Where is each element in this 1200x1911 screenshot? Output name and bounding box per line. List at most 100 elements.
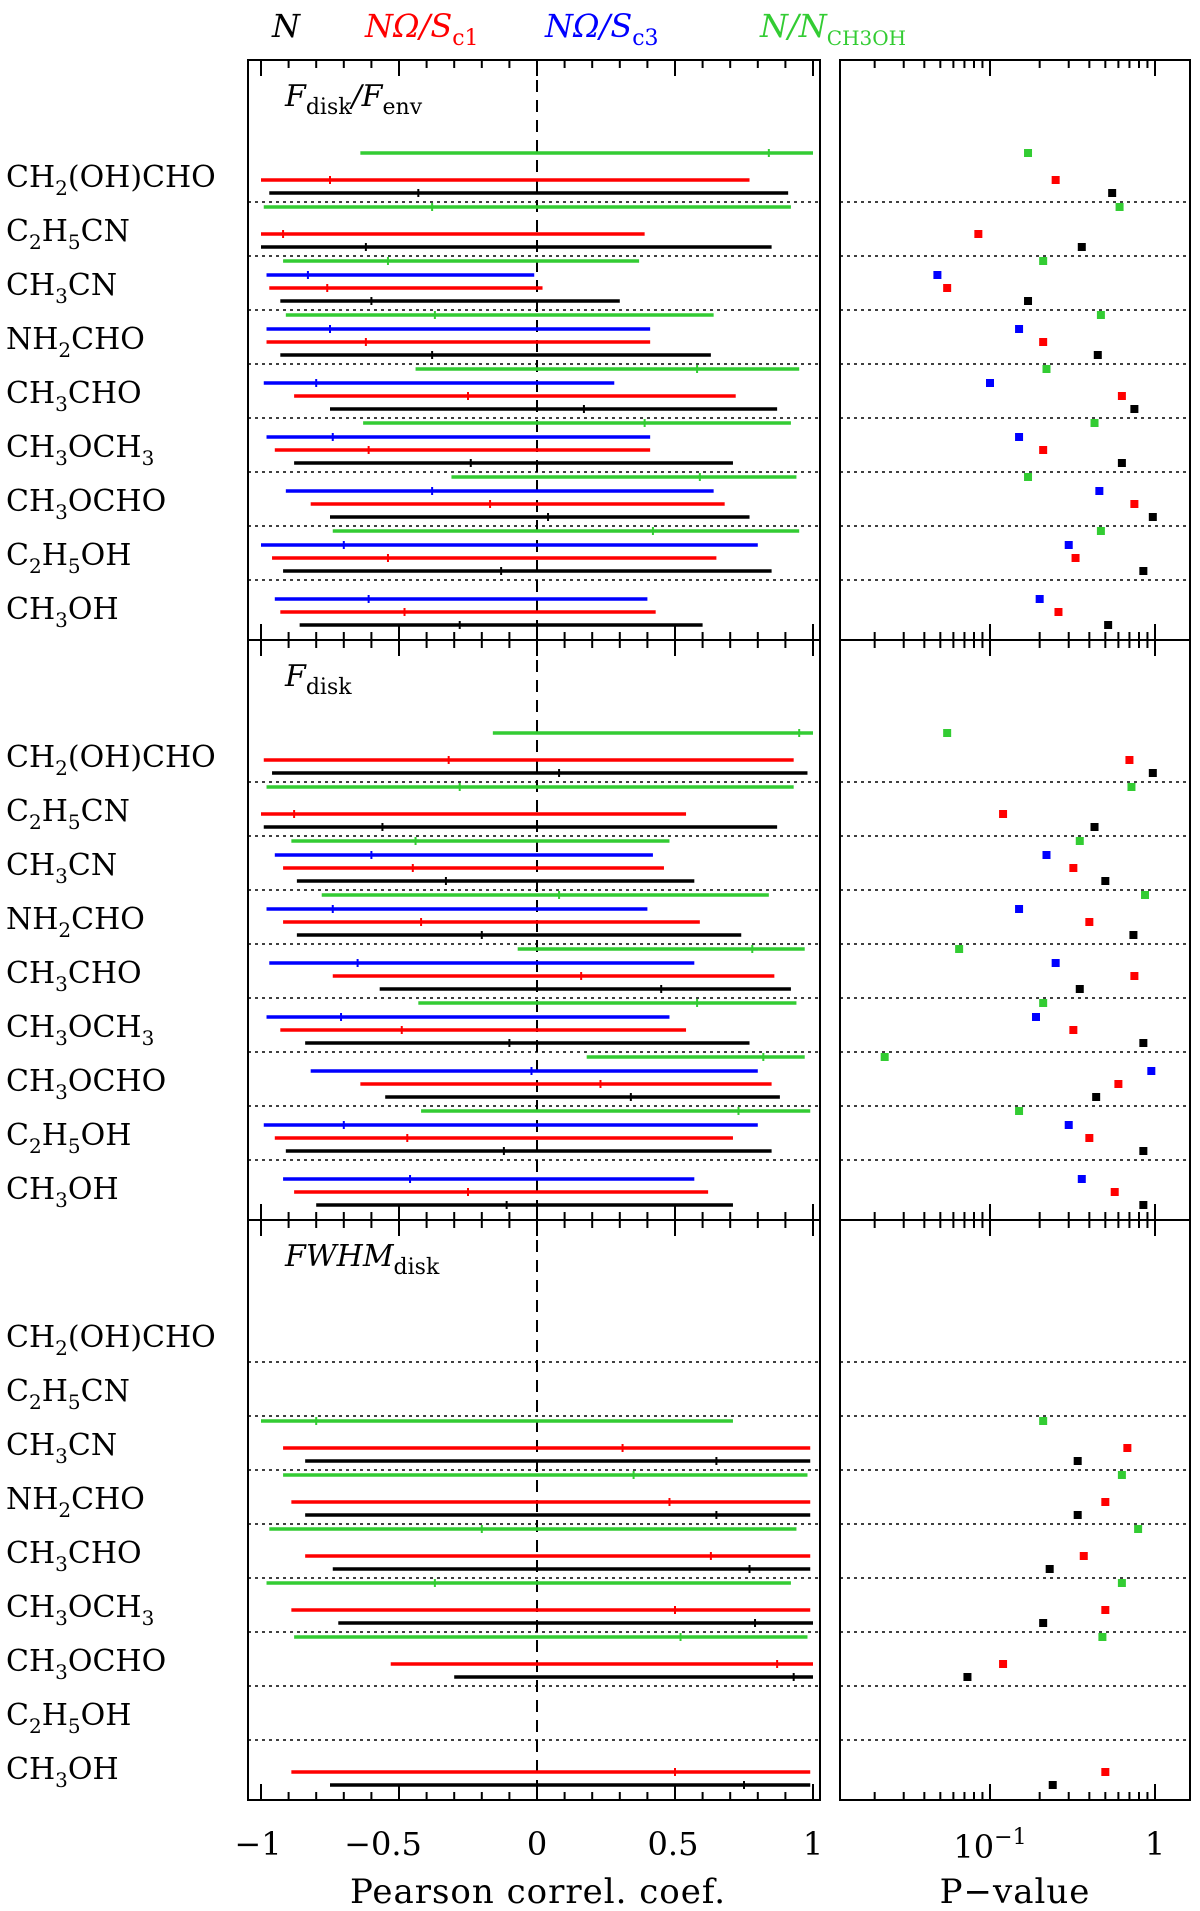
pvalue-marker-NOmegaSc3 <box>1095 487 1104 495</box>
pvalue-marker-N <box>1073 1457 1082 1465</box>
molecule-label-text: CH <box>6 430 55 465</box>
row-separators <box>248 60 1190 1800</box>
molecule-label: CH3OH <box>6 1752 119 1792</box>
molecule-label-subscript: 2 <box>55 756 68 780</box>
molecule-label: CH3CN <box>6 268 117 308</box>
molecule-label-subscript: 2 <box>55 176 68 200</box>
molecule-label-text: (OH)CHO <box>68 740 216 775</box>
legend-nnch3oh-entry: N/NCH3OH <box>759 7 906 50</box>
molecule-label-subscript: 5 <box>68 1714 81 1738</box>
molecule-label: CH3OCH3 <box>6 1010 154 1050</box>
legend-nomega-sc1-label: NΩ/S <box>364 7 452 45</box>
pvalue-marker-N <box>1045 1565 1054 1573</box>
pvalue-marker-NOmegaSc3 <box>1077 1175 1086 1183</box>
pvalue-marker-N <box>1117 459 1126 467</box>
data-marks <box>261 149 1157 1789</box>
molecule-label-text: CH <box>6 848 55 883</box>
pvalue-marker-NNCH3OH <box>943 729 952 737</box>
panel-label-main: F <box>284 79 307 114</box>
molecule-label-subscript: 3 <box>55 972 68 996</box>
molecule-label-text: CHO <box>68 1536 142 1571</box>
molecule-label-text: CHO <box>71 322 145 357</box>
molecule-label-text: CHO <box>68 956 142 991</box>
molecule-label-subscript: 3 <box>55 284 68 308</box>
molecule-label-subscript: 3 <box>55 1552 68 1576</box>
molecule-label-text: CN <box>81 1374 130 1409</box>
molecule-label-subscript: 5 <box>68 554 81 578</box>
pvalue-marker-NNCH3OH <box>1075 837 1084 845</box>
molecule-label-text: H <box>42 1118 68 1153</box>
molecule-label-text: CH <box>6 1010 55 1045</box>
molecule-label-text: CH <box>6 592 55 627</box>
molecule-label-text: CH <box>6 1064 55 1099</box>
pvalue-marker-NOmegaSc1 <box>1101 1498 1110 1506</box>
molecule-label: C2H5OH <box>6 1698 131 1738</box>
legend-n-entry: N <box>271 7 301 45</box>
molecule-label-text: OH <box>68 1172 119 1207</box>
molecule-label-subscript: 2 <box>29 1390 42 1414</box>
molecule-label-text: CH <box>6 376 55 411</box>
pvalue-marker-NNCH3OH <box>1134 1525 1143 1533</box>
pvalue-marker-NOmegaSc1 <box>1085 1134 1094 1142</box>
molecule-label-text: CH <box>6 1536 55 1571</box>
molecule-label-text: NH <box>6 1482 58 1517</box>
molecule-label-text: OCH <box>68 1590 142 1625</box>
pvalue-marker-N <box>1048 1781 1057 1789</box>
molecule-label-text: CH <box>6 1320 55 1355</box>
pvalue-marker-NOmegaSc3 <box>1015 433 1024 441</box>
legend-nomega-sc3-label: NΩ/S <box>544 7 632 45</box>
molecule-label-subscript: 2 <box>58 1498 71 1522</box>
x-axis-title-right: P−value <box>940 1872 1091 1911</box>
xtick-label-tenth-base: 10 <box>953 1828 994 1866</box>
molecule-label: CH3OCHO <box>6 1644 166 1684</box>
molecule-label: NH2CHO <box>6 902 145 942</box>
molecule-label-text: C <box>6 214 29 249</box>
molecule-label-text: CN <box>68 1428 117 1463</box>
molecule-label-subscript: 2 <box>29 1714 42 1738</box>
pvalue-marker-N <box>1077 243 1086 251</box>
pvalue-marker-NOmegaSc3 <box>1015 325 1024 333</box>
molecule-label-text: C <box>6 538 29 573</box>
pvalue-marker-NOmegaSc1 <box>943 284 952 292</box>
xtick-label-one: 1 <box>1145 1825 1165 1863</box>
molecule-label-text: CH <box>6 1590 55 1625</box>
molecule-label: C2H5CN <box>6 214 130 254</box>
molecule-label-text: CHO <box>71 902 145 937</box>
molecule-label-text: NH <box>6 322 58 357</box>
panel-label-1: Fdisk <box>284 659 352 700</box>
molecule-label: C2H5OH <box>6 1118 131 1158</box>
molecule-label: C2H5OH <box>6 538 131 578</box>
pvalue-marker-NNCH3OH <box>1098 1633 1107 1641</box>
pvalue-marker-NOmegaSc3 <box>1035 595 1044 603</box>
molecule-label-text: H <box>42 1698 68 1733</box>
right-panel-frame <box>839 59 1191 1801</box>
pvalue-marker-N <box>963 1673 972 1681</box>
molecule-label-text: C <box>6 1374 29 1409</box>
molecule-label-text: CH <box>6 740 55 775</box>
pvalue-marker-NOmegaSc1 <box>1130 972 1139 980</box>
molecule-label-text: CN <box>81 214 130 249</box>
molecule-label: CH3OCHO <box>6 484 166 524</box>
molecule-label: CH3OH <box>6 592 119 632</box>
molecule-label-subscript: 2 <box>29 1134 42 1158</box>
molecule-label-text: OH <box>81 1698 132 1733</box>
molecule-label: CH2(OH)CHO <box>6 740 216 780</box>
pvalue-marker-NOmegaSc3 <box>1147 1067 1156 1075</box>
molecule-label-subscript: 3 <box>55 1660 68 1684</box>
molecule-label-subscript: 3 <box>55 864 68 888</box>
pvalue-marker-NNCH3OH <box>1096 311 1105 319</box>
left-panel-frame <box>247 59 821 1801</box>
panel-label-main: F <box>284 659 307 694</box>
molecule-label-text: CH <box>6 1172 55 1207</box>
molecule-label-subscript: 3 <box>55 500 68 524</box>
legend-nomega-sc3-entry: NΩ/Sc3 <box>544 7 659 51</box>
xtick-label-neg0p5: −0.5 <box>344 1825 422 1863</box>
pvalue-marker-NOmegaSc1 <box>999 1660 1008 1668</box>
molecule-label-text: CHO <box>68 376 142 411</box>
x-axis-title-left: Pearson correl. coef. <box>350 1872 726 1911</box>
molecule-label-text: CH <box>6 956 55 991</box>
molecule-label-text: CN <box>68 848 117 883</box>
molecule-label-subscript: 3 <box>55 1444 68 1468</box>
pvalue-marker-NNCH3OH <box>880 1053 889 1061</box>
